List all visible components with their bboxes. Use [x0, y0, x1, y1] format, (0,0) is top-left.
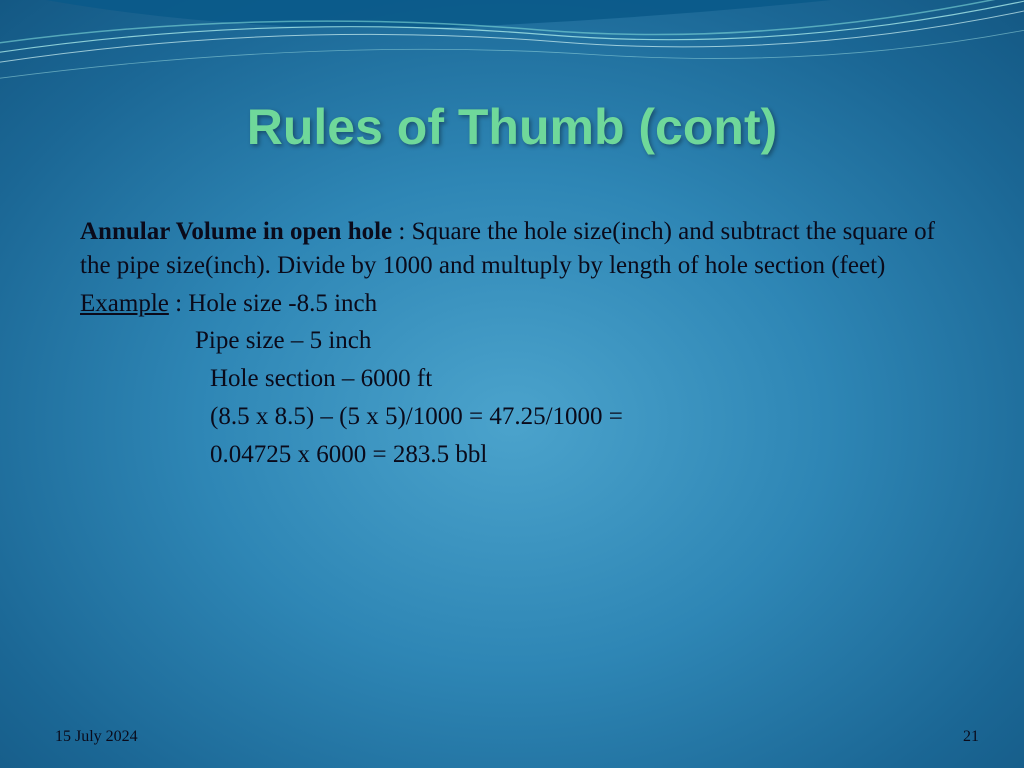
lead-term: Annular Volume in open hole: [80, 218, 392, 245]
example-rest: : Hole size -8.5 inch: [169, 290, 377, 317]
line-calc-1: (8.5 x 8.5) – (5 x 5)/1000 = 47.25/1000 …: [80, 400, 944, 434]
footer-date: 15 July 2024: [55, 728, 138, 746]
line-pipe-size: Pipe size – 5 inch: [80, 324, 944, 358]
line-hole-section: Hole section – 6000 ft: [80, 362, 944, 396]
paragraph-main: Annular Volume in open hole : Square the…: [80, 215, 944, 283]
example-line: Example : Hole size -8.5 inch: [80, 287, 944, 321]
example-label: Example: [80, 290, 169, 317]
slide-body: Annular Volume in open hole : Square the…: [80, 215, 944, 475]
footer-page-number: 21: [963, 728, 979, 746]
line-calc-2: 0.04725 x 6000 = 283.5 bbl: [80, 438, 944, 472]
slide-title: Rules of Thumb (cont): [0, 98, 1024, 156]
